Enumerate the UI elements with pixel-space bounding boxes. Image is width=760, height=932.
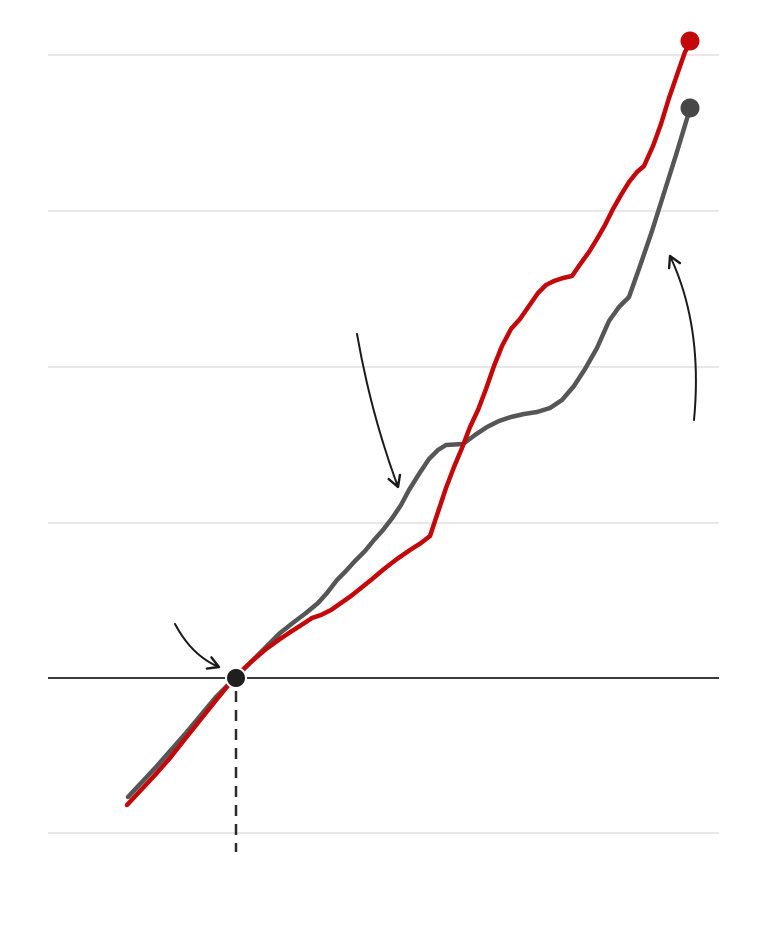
- annotated-line-chart-figure: [40, 16, 760, 916]
- red-series-endpoint-dot: [680, 31, 700, 51]
- arrow-to-gray-line-mid: [356, 333, 402, 489]
- baseline-crossing-dot: [225, 667, 247, 689]
- gray-series-line: [125, 109, 692, 800]
- arrow-to-crossing-point: [174, 623, 221, 670]
- red-series-line: [124, 40, 693, 808]
- arrow-to-gray-line-end: [667, 254, 697, 421]
- gray-series-endpoint-dot: [680, 98, 700, 118]
- line-chart-canvas: [48, 31, 719, 852]
